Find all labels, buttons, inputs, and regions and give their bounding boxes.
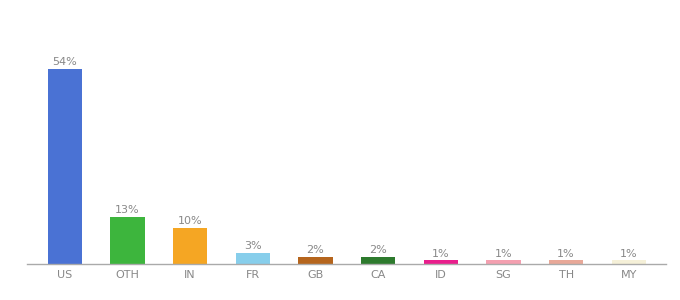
Bar (299, 257, 333, 264)
Bar (48, 69, 82, 264)
Bar (361, 257, 395, 264)
Bar (424, 260, 458, 264)
Bar (173, 228, 207, 264)
Text: 13%: 13% (115, 205, 140, 215)
Bar (235, 253, 270, 264)
Bar (486, 260, 521, 264)
Text: 1%: 1% (620, 249, 638, 259)
Bar (611, 260, 646, 264)
Bar (110, 217, 145, 264)
Text: 2%: 2% (307, 245, 324, 255)
Text: 1%: 1% (494, 249, 512, 259)
Text: 2%: 2% (369, 245, 387, 255)
Text: 1%: 1% (432, 249, 449, 259)
Text: 10%: 10% (178, 216, 203, 226)
Text: 3%: 3% (244, 241, 262, 251)
Text: 54%: 54% (52, 57, 77, 67)
Bar (549, 260, 583, 264)
Text: 1%: 1% (558, 249, 575, 259)
